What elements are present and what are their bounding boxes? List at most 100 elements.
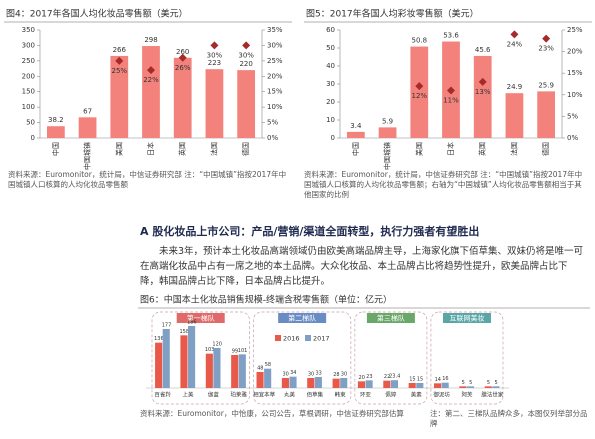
data-label: 103	[205, 347, 215, 353]
x-tick-label: 德国	[541, 142, 550, 156]
x-tick-label: 百雀羚	[154, 391, 171, 399]
data-label: 20	[359, 375, 365, 381]
group-header	[366, 313, 415, 323]
y2-tick-label: 10%	[267, 103, 283, 111]
bar	[466, 386, 475, 388]
x-tick-label: 环亚	[360, 392, 372, 399]
bar	[205, 69, 224, 138]
bar	[110, 55, 129, 138]
x-tick-label: 韩束	[335, 391, 347, 399]
y-tick-label: 250	[22, 57, 35, 65]
bar	[332, 378, 340, 388]
data-label: 23	[366, 374, 372, 380]
y2-tick-label: 20%	[267, 72, 283, 80]
group-box	[354, 311, 428, 405]
bar	[459, 386, 467, 388]
note: 注：第二、三梯队品牌众多，本图仅列举部分品牌	[430, 409, 588, 428]
data-label: 13%	[475, 88, 491, 96]
bar	[365, 380, 373, 388]
data-label: 28	[333, 372, 339, 378]
data-label: 34	[290, 370, 296, 376]
data-label: 5.9	[382, 117, 393, 125]
data-label: 33	[315, 371, 321, 377]
bar	[78, 117, 97, 138]
data-label: 15	[409, 377, 415, 383]
data-label: 186	[187, 320, 197, 326]
bar	[307, 378, 315, 388]
group-label: 第三梯队	[377, 314, 405, 323]
diamond-marker	[210, 41, 219, 50]
bar	[378, 127, 397, 138]
y2-tick-label: 10%	[567, 91, 583, 99]
bar	[180, 335, 188, 388]
data-label: 24.9	[507, 83, 523, 91]
bar	[162, 329, 170, 388]
group-label: 互联网美妆	[449, 314, 484, 323]
source-note: 资料来源：Euromonitor，中怡康，公司公告，草根调研，中信证券研究部估算	[140, 409, 404, 418]
data-label: 45.6	[475, 46, 491, 54]
y2-tick-label: 15%	[267, 88, 283, 96]
legend-label: 2016	[283, 335, 300, 343]
x-tick-label: 美国	[114, 142, 123, 156]
y2-tick-label: 25%	[267, 57, 283, 65]
diamond-marker	[178, 53, 187, 62]
diamond-marker	[447, 86, 455, 95]
data-label: 5	[469, 380, 472, 386]
y2-tick-label: 30%	[267, 41, 283, 49]
x-tick-label: 中国城镇	[383, 142, 392, 170]
data-label: 25.9	[538, 81, 554, 89]
x-tick-label: 丸美	[284, 391, 296, 399]
x-tick-label: 英国	[178, 142, 187, 156]
bar	[142, 46, 160, 138]
group-label: 第一梯队	[187, 314, 215, 323]
y-tick-label: 200	[22, 72, 35, 80]
bar	[256, 372, 264, 388]
x-tick-label: 美素	[411, 391, 423, 399]
x-tick-label: 中国城镇	[83, 142, 92, 170]
bar	[416, 383, 424, 388]
data-label: 177	[162, 323, 172, 329]
y-tick-label: 10	[326, 116, 335, 124]
group-box	[151, 311, 250, 405]
bar	[473, 55, 492, 138]
data-label: 30	[341, 372, 347, 378]
y2-tick-label: 35%	[267, 26, 283, 34]
data-label: 223	[208, 59, 221, 67]
bar	[238, 354, 246, 388]
data-label: 23.4	[389, 374, 400, 380]
data-label: 101	[238, 348, 248, 354]
bar	[314, 377, 322, 388]
bar	[213, 348, 221, 388]
diamond-marker	[415, 82, 424, 91]
data-label: 24%	[507, 40, 523, 48]
y-tick-label: 50	[326, 44, 335, 52]
data-label: 53.6	[443, 32, 459, 40]
data-label: 58	[265, 362, 271, 368]
bar	[340, 378, 348, 388]
bar	[357, 381, 366, 388]
data-label: 14	[435, 377, 441, 383]
y2-tick-label: 5%	[567, 112, 578, 120]
x-tick-label: 御泥坊	[433, 391, 450, 399]
data-label: 99	[232, 349, 238, 355]
data-label: 12%	[412, 92, 428, 100]
legend-swatch	[275, 335, 281, 341]
data-label: 220	[239, 60, 252, 68]
y-tick-label: 50	[26, 119, 35, 127]
data-label: 30	[308, 372, 314, 378]
y2-tick-label: 0%	[567, 134, 578, 142]
source-note: 资料来源：Euromonitor，统计局，中信证券研究部 注：“中国城镇”指按2…	[304, 170, 583, 199]
x-tick-label: 上美	[183, 391, 195, 399]
data-label: 16	[442, 376, 448, 382]
chart-title: 图5：2017年各国人均彩妆零售额（美元）	[306, 8, 479, 20]
source-note: 资料来源：Euromonitor，统计局，中信证券研究部 注：“中国城镇”指按2…	[8, 170, 287, 189]
x-tick-label: 伽蓝	[208, 391, 220, 399]
bar	[441, 382, 449, 388]
bar	[505, 93, 524, 138]
bar	[173, 57, 192, 139]
bar	[410, 46, 429, 139]
bar	[408, 383, 416, 388]
x-tick-label: 日本	[446, 142, 455, 156]
